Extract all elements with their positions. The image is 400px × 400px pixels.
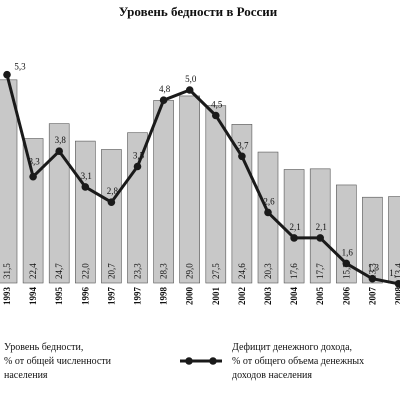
- line-point: [107, 198, 116, 206]
- line-point: [29, 172, 37, 181]
- x-tick-label: 1995: [54, 287, 64, 306]
- legend-bar-label-line-2: % от общей численности: [4, 356, 112, 367]
- line-value-label: 1,3: [368, 263, 380, 273]
- line-value-label: 1,: [389, 268, 396, 278]
- line-point: [81, 183, 90, 191]
- bar: [48, 123, 70, 284]
- legend: Уровень бедности, % от общей численности…: [4, 342, 364, 381]
- bar-value-label: 20,7: [106, 263, 116, 279]
- x-tick-label: 2006: [341, 287, 351, 306]
- bar: [0, 79, 18, 284]
- legend-item-bar: Уровень бедности, % от общей численности…: [4, 342, 112, 381]
- line-series: 5,3 3,3 3,8 3,1 2,8 3,5 4,8 5,0 4,5 3,7 2,6 2,1 2,1 1…: [3, 62, 400, 288]
- line-value-label: 1,6: [342, 247, 354, 257]
- bar-value-label: 17,6: [289, 263, 299, 279]
- legend-line-marker-left: [185, 357, 193, 365]
- line-value-label: 5,0: [185, 74, 197, 84]
- x-tick-label: 2007: [367, 287, 377, 306]
- x-tick-label: 2004: [289, 287, 299, 306]
- line-value-label: 3,5: [133, 151, 145, 161]
- legend-line-marker-right: [209, 357, 217, 365]
- line-value-label: 5,3: [14, 62, 26, 72]
- x-tick-label: 1998: [159, 287, 169, 306]
- line-point: [394, 280, 400, 288]
- legend-bar-label-line-1: Уровень бедности,: [4, 342, 83, 353]
- bar-value-label: 13,4: [394, 263, 400, 279]
- x-tick-label: 1994: [28, 287, 38, 306]
- bar: [257, 151, 279, 284]
- line-value-label: 3,8: [55, 135, 67, 145]
- line-point: [264, 208, 272, 217]
- bar-value-label: 22,4: [28, 263, 38, 279]
- bar: [179, 95, 200, 284]
- line-value-label: 2,1: [289, 222, 300, 232]
- line-value-label: 4,5: [211, 100, 223, 110]
- bar: [22, 138, 44, 284]
- line-point: [316, 234, 325, 242]
- line-value-label: 3,3: [28, 157, 40, 167]
- chart-title: Уровень бедности в России: [119, 4, 278, 19]
- bar: [205, 105, 227, 284]
- line-point: [55, 147, 63, 155]
- bar-value-label: 13,3: [367, 263, 377, 279]
- bar-value-label: 22,0: [80, 263, 90, 279]
- bar-value-label: 28,3: [159, 263, 169, 279]
- legend-item-line: Дефицит денежного дохода, % от общего об…: [180, 342, 364, 381]
- bar-value-label: 17,7: [315, 263, 325, 279]
- bar: [75, 140, 96, 284]
- bar: [153, 100, 174, 284]
- bar-value-label: 23,3: [133, 263, 143, 279]
- line-point: [290, 234, 298, 242]
- line-point: [368, 274, 377, 283]
- x-tick-label: 1997: [106, 287, 116, 306]
- bar: [101, 149, 122, 284]
- bar: [309, 168, 331, 284]
- line-point: [185, 86, 194, 94]
- x-tick-label: 2001: [211, 287, 221, 306]
- line-value-label: 4,8: [159, 84, 171, 94]
- x-tick-label: 1996: [80, 287, 90, 306]
- legend-bar-label-line-3: населения: [4, 370, 48, 381]
- x-tick-label: 1997: [133, 287, 143, 306]
- line-point: [133, 162, 142, 171]
- line-value-label: 3,1: [81, 171, 92, 181]
- deficit-line: [5, 74, 399, 286]
- legend-line-label-line-1: Дефицит денежного дохода,: [232, 342, 352, 353]
- line-value-label: 2,6: [263, 196, 275, 206]
- legend-line-label-line-2: % от общего объема денежных: [232, 356, 364, 367]
- bar-value-label: 20,3: [263, 263, 273, 279]
- bar-value-label: 15,2: [341, 263, 351, 279]
- bar-value-label: 29,0: [185, 263, 195, 279]
- bar: [127, 132, 148, 284]
- bar-value-label: 24,7: [54, 263, 64, 279]
- x-tick-label: 2002: [237, 287, 247, 306]
- x-tick-label: 2008: [394, 287, 400, 306]
- bar-value-label: 31,5: [2, 263, 12, 279]
- bar-data-labels: 31,5 22,4 24,7 22,0 20,7 23,3 28,3 29,0 27,5 24,6…: [2, 263, 400, 279]
- x-tick-label: 2003: [263, 287, 273, 306]
- line-value-label: 2,8: [107, 186, 119, 196]
- x-tick-label: 2005: [315, 287, 325, 306]
- line-point: [159, 96, 168, 104]
- line-point: [3, 70, 11, 79]
- line-value-label: 3,7: [237, 140, 249, 150]
- bar-value-label: 27,5: [211, 263, 221, 279]
- bar-value-label: 24,6: [237, 263, 247, 279]
- x-axis-tick-labels: 1993 1994 1995 1996 1997 1997 1998 2000 2001 2002…: [2, 287, 400, 306]
- legend-line-label-line-3: доходов населения: [232, 370, 312, 381]
- line-point: [238, 152, 246, 161]
- x-tick-label: 1993: [2, 287, 12, 306]
- line-point: [342, 259, 351, 268]
- x-tick-label: 2000: [185, 287, 195, 306]
- line-point: [212, 111, 220, 120]
- bar: [362, 196, 383, 284]
- line-value-label: 2,1: [316, 222, 327, 232]
- bar-series: [0, 79, 400, 284]
